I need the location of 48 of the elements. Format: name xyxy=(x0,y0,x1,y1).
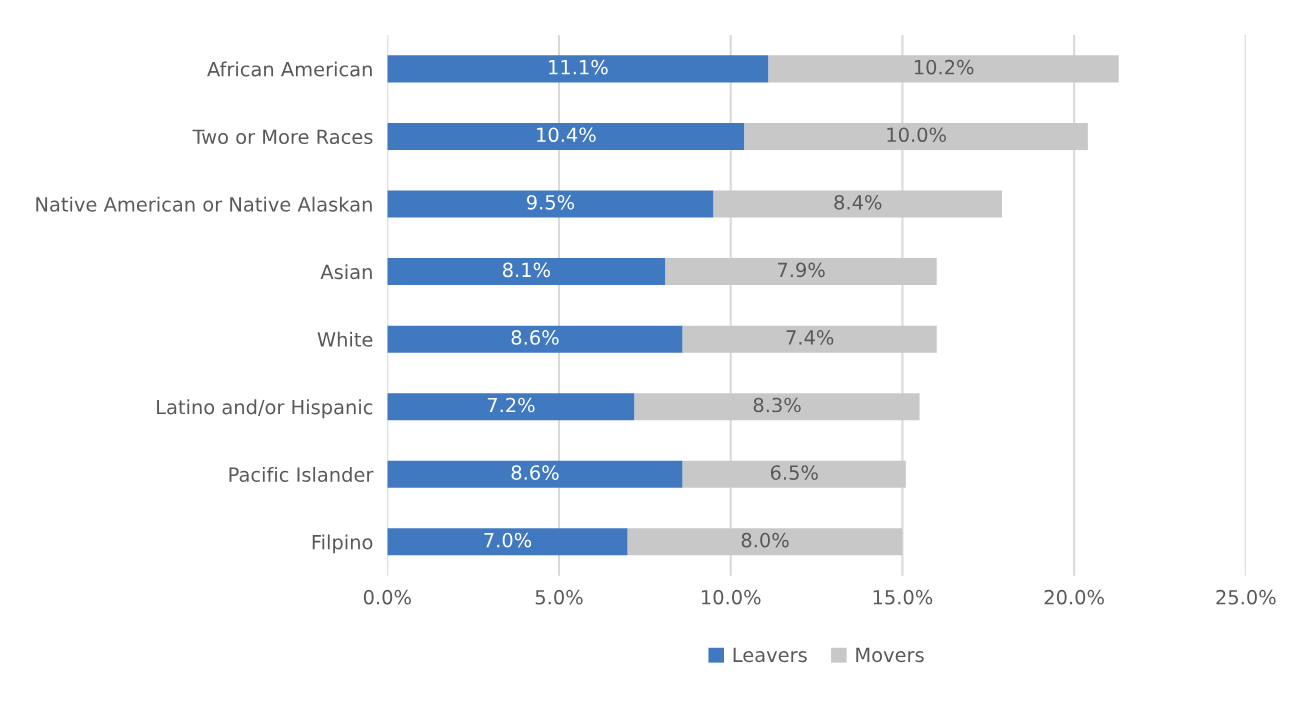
y-tick-label: Asian xyxy=(320,264,372,280)
data-label: 10.4% xyxy=(537,127,596,143)
bar xyxy=(387,190,714,218)
bar xyxy=(387,460,683,488)
bar xyxy=(665,258,937,286)
data-label: 8.3% xyxy=(753,397,801,413)
bar xyxy=(627,528,903,556)
y-tick-label: Latino and/or Hispanic xyxy=(157,399,373,419)
bar xyxy=(768,55,1119,83)
data-label: 8.6% xyxy=(511,465,559,480)
bar xyxy=(387,122,745,150)
x-tick-label: 20.0% xyxy=(1044,589,1104,605)
data-label: 8.0% xyxy=(741,532,789,548)
x-tick-label: 25.0% xyxy=(1216,589,1276,605)
bar xyxy=(387,55,769,83)
bar xyxy=(713,190,1002,218)
bar xyxy=(744,122,1088,150)
x-tick-label: 5.0% xyxy=(535,589,583,605)
data-label: 10.0% xyxy=(887,127,946,143)
data-label: 8.1% xyxy=(503,262,551,278)
y-tick-label: African American xyxy=(207,61,372,77)
x-tick-label: 10.0% xyxy=(701,589,761,605)
y-tick-label: Pacific Islander xyxy=(229,466,374,482)
data-label: 9.5% xyxy=(526,194,575,210)
bar xyxy=(682,460,906,488)
bar xyxy=(387,528,628,556)
data-label: 11.1% xyxy=(549,59,608,75)
y-tick-label: White xyxy=(317,331,373,347)
data-label: 8.6% xyxy=(511,330,559,345)
data-label: 7.4% xyxy=(786,330,834,345)
y-tick-label: Filpino xyxy=(312,534,373,554)
legend-label: Movers xyxy=(856,647,924,663)
data-label: 6.5% xyxy=(770,465,818,480)
bar xyxy=(682,325,937,353)
data-label: 7.9% xyxy=(778,262,825,278)
y-tick-label: Native American or Native Alaskan xyxy=(36,196,372,212)
data-label: 8.4% xyxy=(834,194,882,210)
bar xyxy=(387,325,683,353)
data-label: 10.2% xyxy=(914,59,974,75)
y-tick-label: Two or More Races xyxy=(192,129,373,145)
bar xyxy=(634,393,920,421)
legend-label: Leavers xyxy=(733,647,807,663)
data-label: 7.2% xyxy=(487,397,535,413)
bar xyxy=(387,393,635,421)
data-label: 7.0% xyxy=(484,532,532,548)
x-tick-label: 0.0% xyxy=(363,589,411,605)
bar xyxy=(387,258,666,286)
x-tick-label: 15.0% xyxy=(873,589,933,605)
